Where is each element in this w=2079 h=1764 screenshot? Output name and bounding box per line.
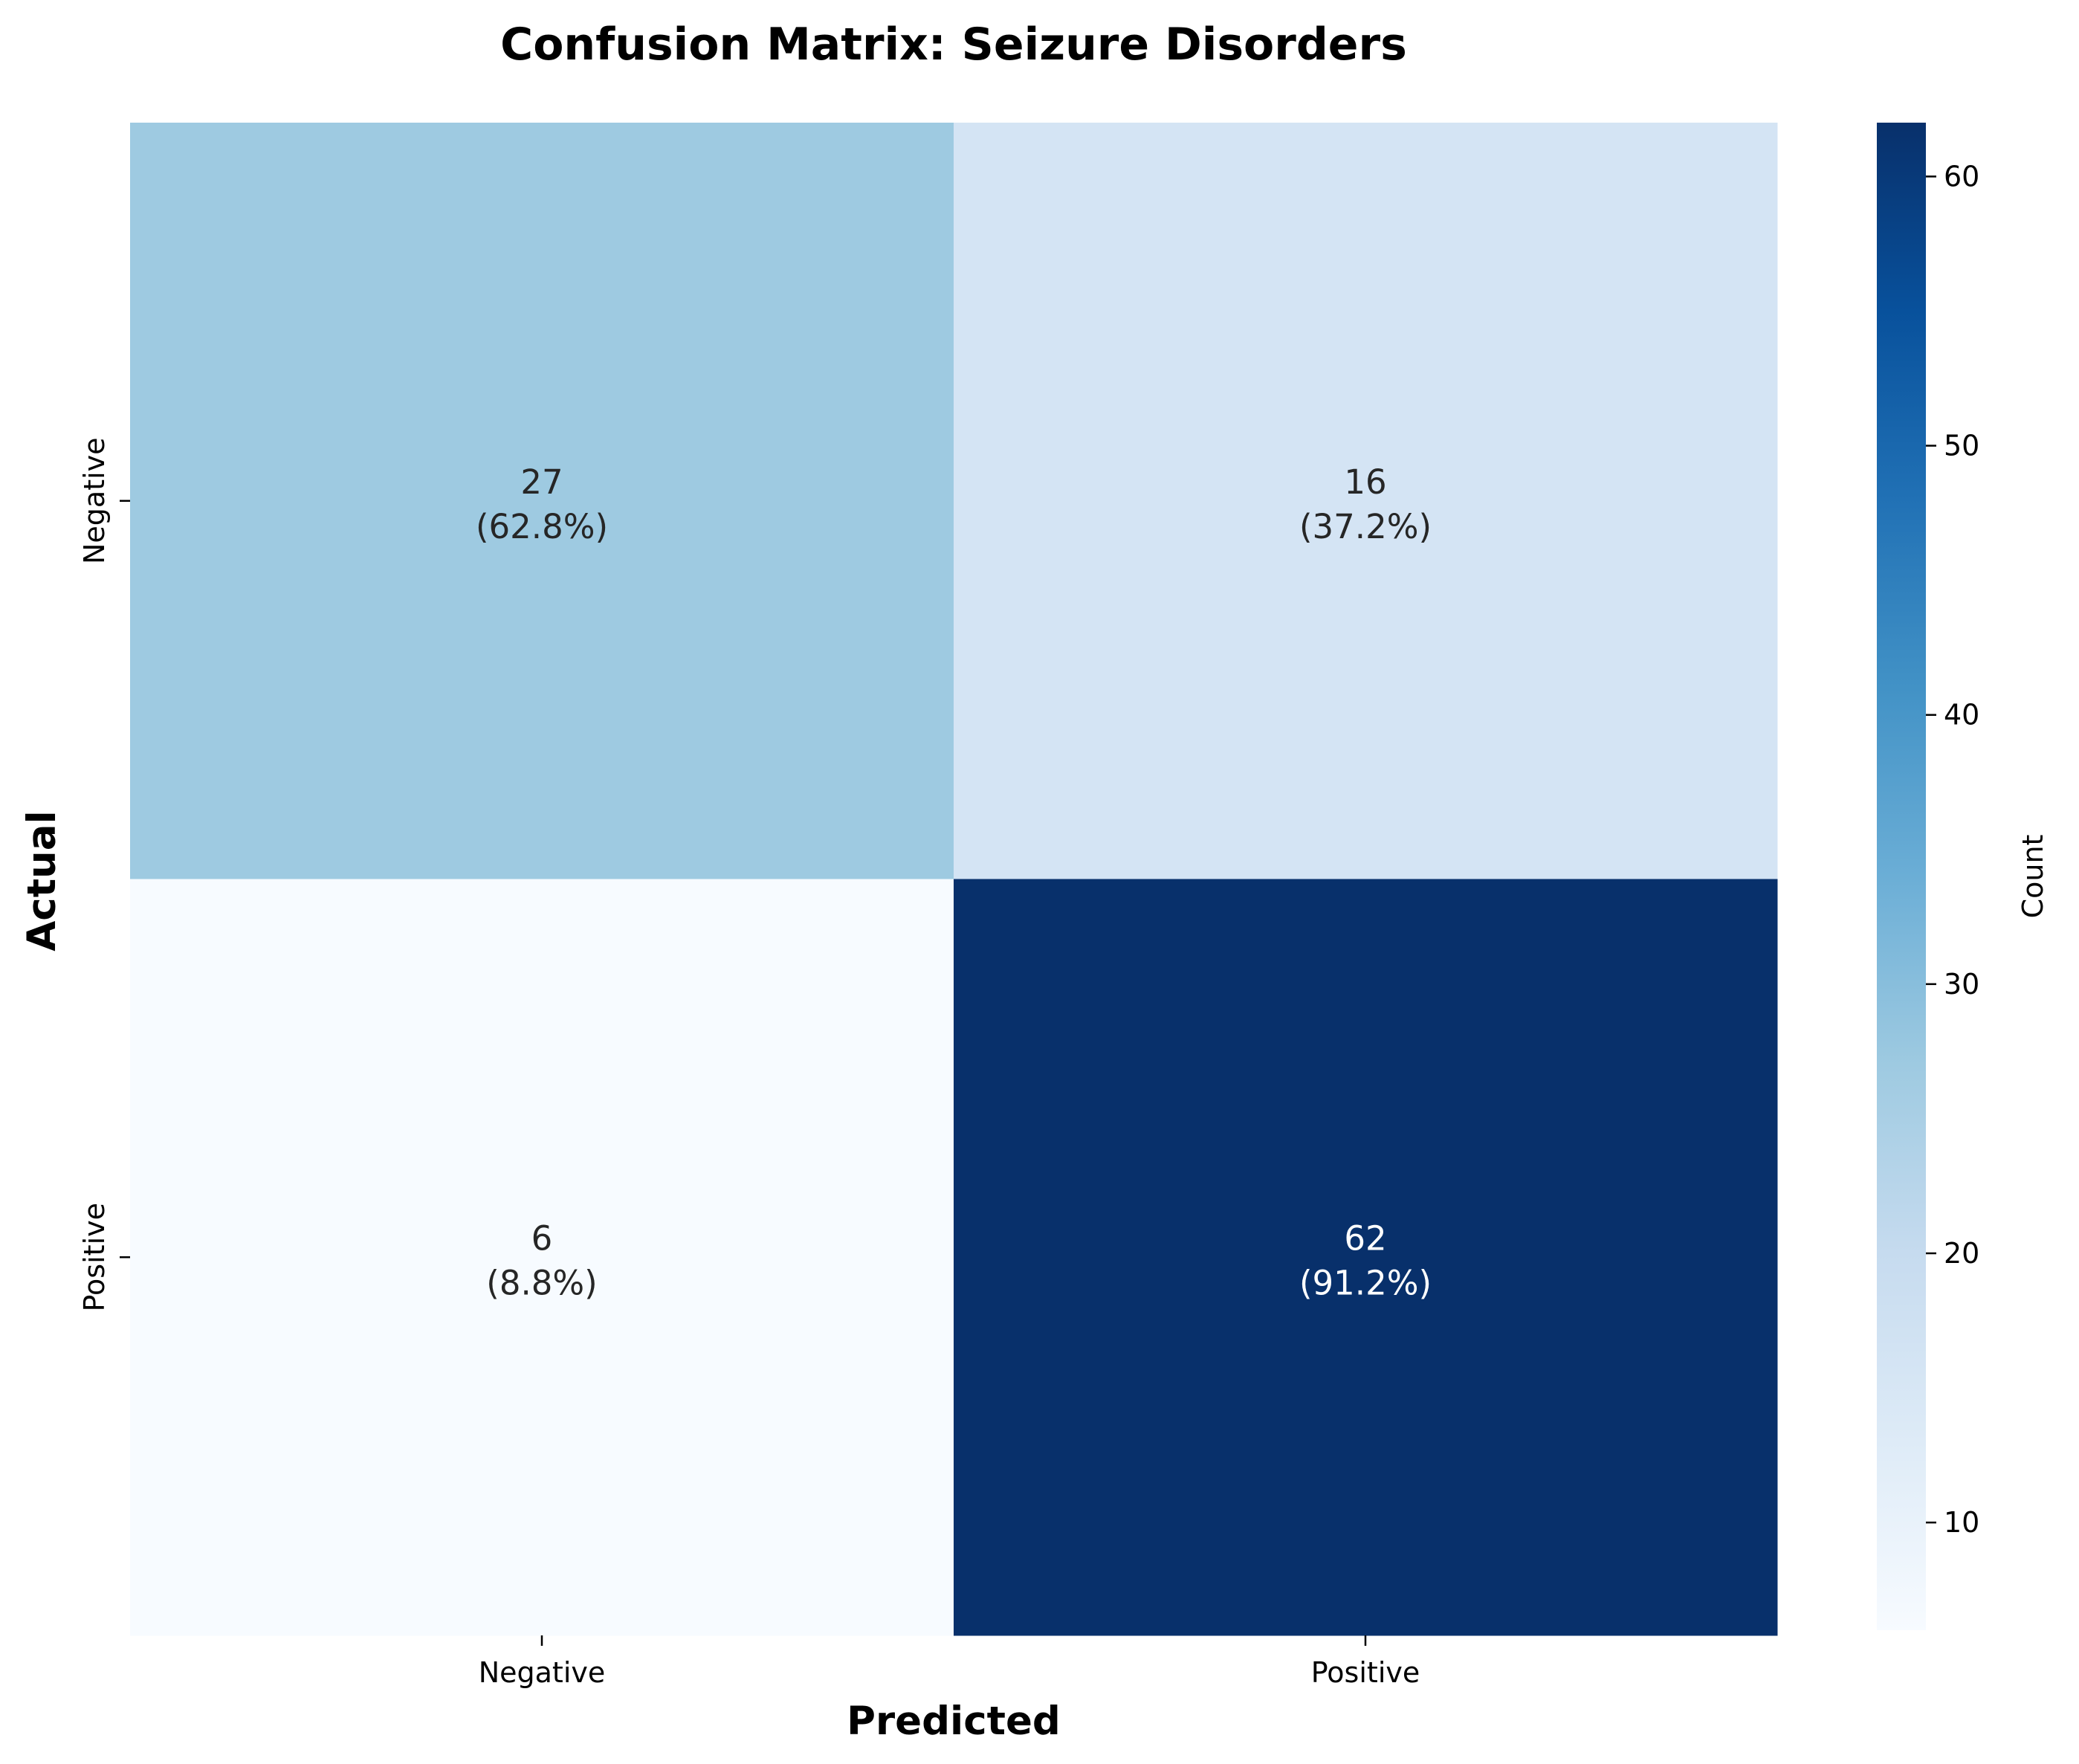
y-axis-ticks: Negative Positive [78, 437, 130, 1312]
cell-annotation: 6 (8.8%) [486, 1218, 597, 1302]
heatmap-cell [954, 123, 1778, 879]
x-axis-label: Predicted [847, 1699, 1061, 1744]
y-tick-label: Negative [78, 437, 111, 564]
colorbar-tick-label: 40 [1944, 699, 1979, 731]
x-tick-label: Positive [1311, 1656, 1420, 1689]
colorbar-tick-label: 20 [1944, 1237, 1979, 1270]
heatmap-cell [130, 123, 954, 879]
chart-title: Confusion Matrix: Seizure Disorders [500, 19, 1407, 71]
colorbar-tick-label: 30 [1944, 968, 1979, 1001]
colorbar-tick-label: 50 [1944, 430, 1979, 462]
heatmap-annotations: 27 (62.8%) 16 (37.2%) 6 (8.8%) 62 (91.2%) [476, 462, 1432, 1303]
colorbar [1877, 123, 1926, 1630]
colorbar-ticks: 10 20 30 40 50 60 [1926, 160, 1979, 1539]
cell-annotation: 62 (91.2%) [1299, 1218, 1432, 1302]
y-tick-label: Positive [78, 1203, 111, 1312]
colorbar-tick-label: 10 [1944, 1506, 1979, 1539]
x-tick-label: Negative [479, 1656, 606, 1689]
cell-annotation: 27 (62.8%) [476, 462, 608, 546]
colorbar-label: Count [2017, 835, 2049, 919]
y-axis-label: Actual [19, 810, 65, 951]
heatmap-cell [130, 879, 954, 1636]
colorbar-tick-label: 60 [1944, 160, 1979, 193]
heatmap-cells [130, 123, 1778, 1636]
heatmap-cell [954, 879, 1778, 1636]
cell-annotation: 16 (37.2%) [1299, 462, 1432, 546]
x-axis-ticks: Negative Positive [479, 1635, 1420, 1689]
